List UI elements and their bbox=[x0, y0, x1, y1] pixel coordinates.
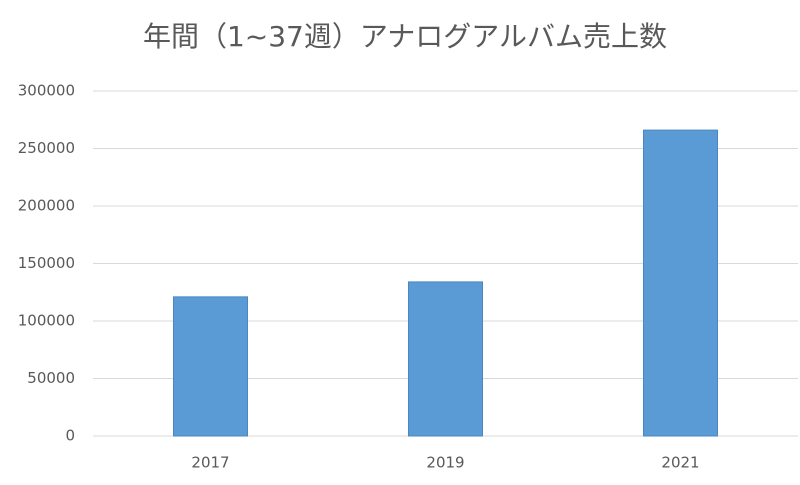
x-tick-label: 2017 bbox=[191, 454, 229, 472]
bar bbox=[173, 296, 248, 437]
chart-title: 年間（1~37週）アナログアルバム売上数 bbox=[143, 20, 667, 53]
bar bbox=[408, 281, 483, 437]
y-tick-label: 0 bbox=[65, 427, 75, 445]
y-tick-label: 200000 bbox=[18, 197, 75, 215]
y-tick-label: 150000 bbox=[18, 254, 75, 272]
y-tick-label: 50000 bbox=[27, 369, 75, 387]
bar bbox=[643, 129, 718, 437]
y-tick-label: 300000 bbox=[18, 82, 75, 100]
x-tick-label: 2021 bbox=[661, 454, 699, 472]
y-tick-label: 100000 bbox=[18, 312, 75, 330]
y-tick-label: 250000 bbox=[18, 139, 75, 157]
x-tick-label: 2019 bbox=[426, 454, 464, 472]
